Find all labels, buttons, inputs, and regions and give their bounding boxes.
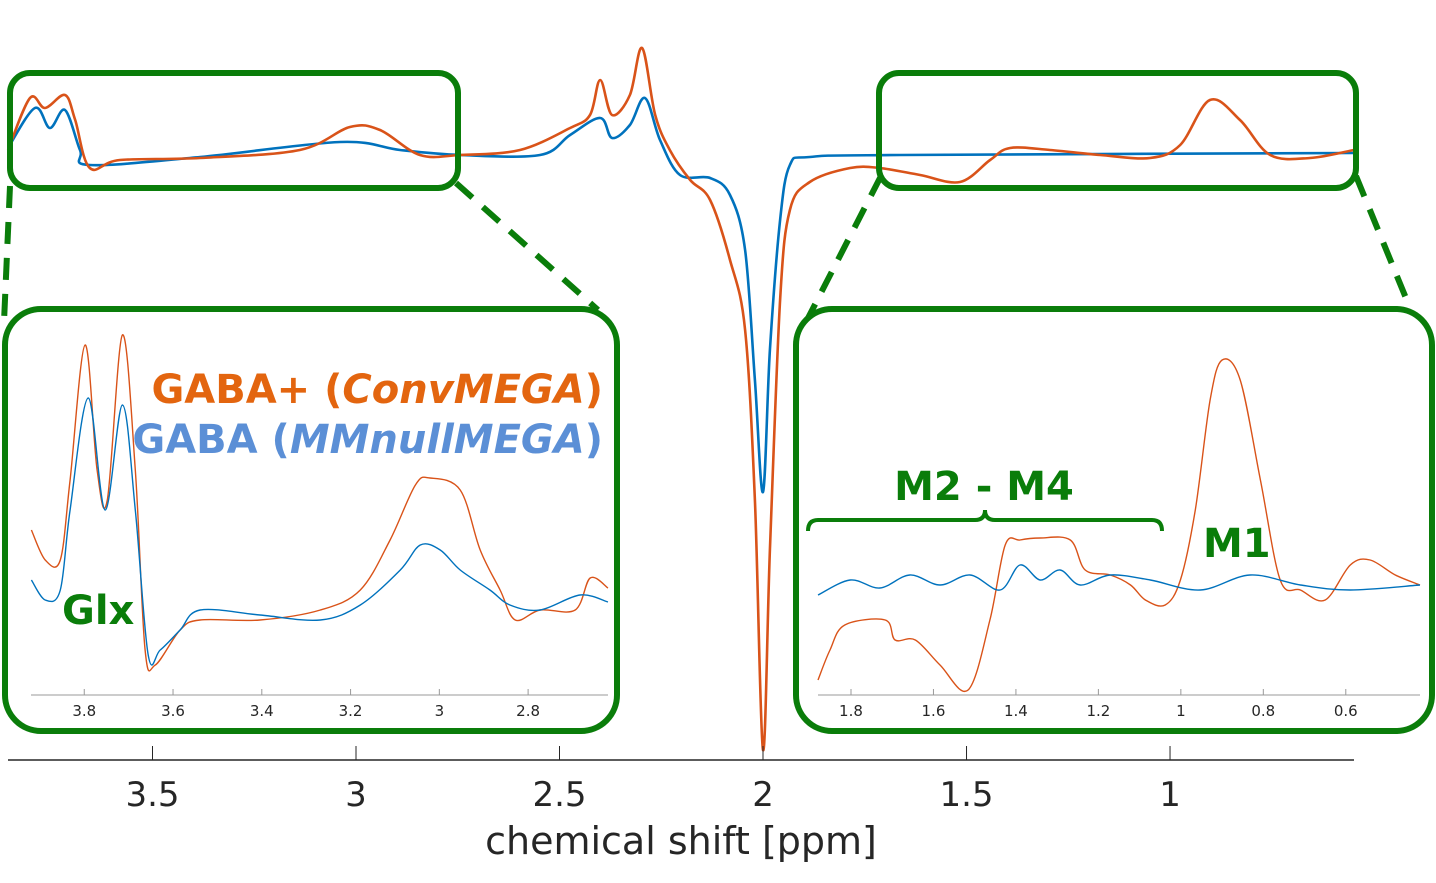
x-tick-label: 3.8 (72, 702, 96, 720)
series-conv-line (6, 46, 1355, 752)
x-tick-label: 0.8 (1251, 702, 1275, 720)
legend-conv-name: ConvMEGA (342, 367, 584, 413)
x-tick-label: 1.8 (839, 702, 863, 720)
connector-line (803, 174, 884, 324)
connector-line (1, 185, 13, 323)
inset-right-plot: 1.8 1.6 1.4 1.2 1 0.8 0.6 (817, 358, 1421, 720)
main-x-axis: 3.5 3 2.5 2 1.5 1 (8, 746, 1354, 815)
x-tick-label: 3.2 (339, 702, 363, 720)
x-tick-label: 1.5 (939, 775, 993, 815)
series-conv-line (817, 358, 1421, 693)
legend-mmnull-prefix: GABA ( (132, 417, 289, 463)
x-tick-label: 1 (1176, 702, 1186, 720)
annotation-m1: M1 (1203, 521, 1271, 567)
legend-conv-suffix: ) (585, 367, 603, 413)
series-mmnull-line (817, 564, 1421, 596)
legend-conv: GABA+ (ConvMEGA) (151, 367, 603, 413)
connector-line (454, 180, 600, 313)
main-spectrum (6, 46, 1355, 752)
connector-line (1353, 174, 1413, 310)
inset-left-plot: 3.8 3.6 3.4 3.2 3 2.8 (30, 334, 609, 720)
m2-m4-bracket (806, 509, 1164, 532)
x-tick-label: 1.4 (1004, 702, 1028, 720)
annotation-glx: Glx (62, 588, 135, 634)
x-tick-label: 3 (345, 775, 367, 815)
series-mmnull-line (6, 96, 1355, 494)
x-tick-label: 0.6 (1334, 702, 1358, 720)
legend-mmnull-name: MMnullMEGA (290, 417, 585, 463)
series-mmnull-line (30, 397, 609, 666)
inset-left-frame (2, 306, 620, 734)
series-conv-line (30, 334, 609, 672)
legend-mmnull-suffix: ) (585, 417, 603, 463)
x-tick-label: 2 (752, 775, 774, 815)
x-tick-label: 1.6 (922, 702, 946, 720)
x-tick-label: 2.5 (532, 775, 586, 815)
x-tick-label: 2.8 (516, 702, 540, 720)
annotation-m2-m4: M2 - M4 (894, 464, 1074, 510)
zoom-box-left (7, 70, 461, 191)
x-tick-label: 3.5 (125, 775, 179, 815)
x-axis-label: chemical shift [ppm] (485, 819, 877, 863)
x-tick-label: 1 (1159, 775, 1181, 815)
zoom-indicators (1, 70, 1413, 324)
x-tick-label: 1.2 (1086, 702, 1110, 720)
zoom-box-right (876, 70, 1359, 191)
x-tick-label: 3.4 (250, 702, 274, 720)
legend-conv-prefix: GABA+ ( (151, 367, 342, 413)
x-tick-label: 3.6 (161, 702, 185, 720)
legend-mmnull: GABA (MMnullMEGA) (132, 417, 603, 463)
x-tick-label: 3 (435, 702, 445, 720)
